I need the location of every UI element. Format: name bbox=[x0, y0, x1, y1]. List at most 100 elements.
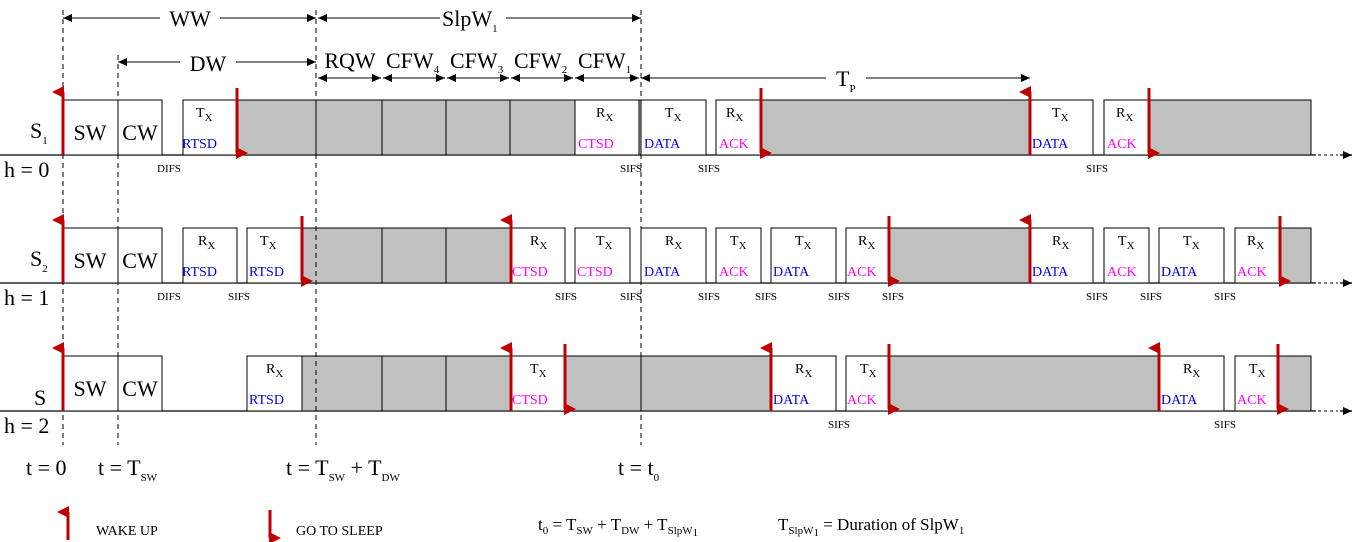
rtsd-label: RTSD bbox=[182, 265, 217, 280]
slot-rx bbox=[770, 355, 837, 412]
time-tdw: t = TSW + TDW bbox=[286, 455, 400, 484]
ack-label: ACK bbox=[719, 265, 749, 280]
rx-label: RX bbox=[726, 106, 743, 124]
rx-label: RX bbox=[1116, 106, 1133, 124]
tx-label: TX bbox=[1183, 234, 1200, 252]
rx-label: RX bbox=[198, 234, 215, 252]
ack-label: ACK bbox=[1107, 137, 1137, 152]
slot-sw-label: SW bbox=[74, 248, 107, 273]
tx-label: TX bbox=[730, 234, 747, 252]
node-label-s: S bbox=[34, 385, 46, 410]
rx-label: RX bbox=[1183, 362, 1200, 380]
node-label-s2: S2 bbox=[30, 246, 48, 275]
gap-sifs: SIFS bbox=[555, 291, 577, 303]
slot-tx bbox=[1158, 227, 1225, 284]
tx-label: TX bbox=[196, 106, 213, 124]
slot-cw bbox=[117, 99, 163, 156]
sleep-period bbox=[564, 355, 772, 412]
data-label: DATA bbox=[1032, 265, 1069, 280]
data-label: DATA bbox=[1161, 393, 1198, 408]
slot-tx bbox=[574, 227, 631, 284]
sleep-period bbox=[888, 227, 1031, 284]
legend-eq2: TSlpW1 = Duration of SlpW1 bbox=[778, 515, 964, 539]
cfw3-label: CFW3 bbox=[450, 48, 504, 76]
time-labels: t = 0 t = TSW t = TSW + TDW t = t0 bbox=[26, 455, 660, 484]
gap-sifs: SIFS bbox=[698, 291, 720, 303]
sleep-period bbox=[760, 99, 1031, 156]
slot-cw-label: CW bbox=[122, 248, 158, 273]
slot-sw-label: SW bbox=[74, 376, 107, 401]
gap-sifs: SIFS bbox=[882, 291, 904, 303]
rx-label: RX bbox=[266, 362, 283, 380]
slot-rx bbox=[1158, 355, 1225, 412]
ack-label: ACK bbox=[1107, 265, 1137, 280]
slot-sw-label: SW bbox=[74, 120, 107, 145]
ww-label: WW bbox=[169, 6, 211, 31]
legend-wake: WAKE UP bbox=[96, 524, 158, 539]
cfw2-label: CFW2 bbox=[514, 48, 567, 76]
slot-rx bbox=[510, 227, 566, 284]
slot-tx bbox=[1234, 355, 1279, 412]
slot-tx bbox=[770, 227, 837, 284]
slot-tx bbox=[182, 99, 238, 156]
gap-sifs: SIFS bbox=[755, 291, 777, 303]
slot-sw bbox=[62, 99, 119, 156]
gap-sifs: SIFS bbox=[828, 291, 850, 303]
sleep-period bbox=[1148, 99, 1312, 156]
tx-label: TX bbox=[860, 362, 877, 380]
sleep-period bbox=[301, 355, 512, 412]
legend: WAKE UP GO TO SLEEP t0 = TSW + TDW + TSl… bbox=[57, 506, 964, 542]
row-h1: SW CW DIFS RX RTSD SIFS TX RTSD RX CTSD … bbox=[62, 227, 1312, 303]
ctsd-label: CTSD bbox=[577, 265, 613, 280]
window-annotations: WW SlpW1 DW RQW CFW4 CFW3 CFW2 CFW1 TP bbox=[63, 4, 1030, 95]
gap-sifs: SIFS bbox=[698, 163, 720, 175]
wake-arrows bbox=[52, 86, 1161, 411]
data-label: DATA bbox=[644, 265, 681, 280]
ack-label: ACK bbox=[1237, 393, 1267, 408]
slot-rx bbox=[182, 227, 238, 284]
data-label: DATA bbox=[773, 393, 810, 408]
tx-label: TX bbox=[795, 234, 812, 252]
ack-label: ACK bbox=[1237, 265, 1267, 280]
ack-label: ACK bbox=[847, 265, 877, 280]
data-label: DATA bbox=[773, 265, 810, 280]
legend-sleep: GO TO SLEEP bbox=[296, 524, 383, 539]
gap-sifs: SIFS bbox=[1214, 291, 1236, 303]
slot-rx bbox=[1234, 227, 1281, 284]
slpw-label: SlpW1 bbox=[442, 6, 498, 35]
level-label-h0: h = 0 bbox=[4, 157, 49, 182]
tx-label: TX bbox=[665, 106, 682, 124]
rtsd-label: RTSD bbox=[182, 137, 217, 152]
time-tt0: t = t0 bbox=[618, 455, 660, 484]
slot-rx bbox=[1103, 99, 1150, 156]
sleep-period bbox=[1279, 227, 1312, 284]
ctsd-label: CTSD bbox=[512, 265, 548, 280]
slot-rx bbox=[246, 355, 303, 412]
row-h2: SW CW RX RTSD TX CTSD RX DATA SIFS TX AC… bbox=[62, 355, 1312, 431]
slot-cw bbox=[117, 227, 163, 284]
cfw4-label: CFW4 bbox=[386, 48, 440, 76]
gap-sifs: SIFS bbox=[1086, 291, 1108, 303]
gap-sifs: SIFS bbox=[828, 419, 850, 431]
slot-rx bbox=[640, 227, 707, 284]
time-t0: t = 0 bbox=[26, 455, 67, 480]
rx-label: RX bbox=[530, 234, 547, 252]
slot-cw-label: CW bbox=[122, 120, 158, 145]
gap-sifs: SIFS bbox=[620, 163, 642, 175]
tx-label: TX bbox=[1052, 106, 1069, 124]
slot-tx bbox=[510, 355, 566, 412]
cfw1-label: CFW1 bbox=[578, 48, 631, 76]
tx-label: TX bbox=[530, 362, 547, 380]
rx-label: RX bbox=[1052, 234, 1069, 252]
data-label: DATA bbox=[1161, 265, 1198, 280]
rx-label: RX bbox=[858, 234, 875, 252]
gap-sifs: SIFS bbox=[620, 291, 642, 303]
rx-label: RX bbox=[596, 106, 613, 124]
ctsd-label: CTSD bbox=[578, 137, 614, 152]
gap-sifs: SIFS bbox=[1214, 419, 1236, 431]
tx-label: TX bbox=[1118, 234, 1135, 252]
tx-label: TX bbox=[596, 234, 613, 252]
time-tsw: t = TSW bbox=[98, 455, 158, 484]
legend-eq1: t0 = TSW + TDW + TSlpW1 bbox=[538, 515, 698, 539]
